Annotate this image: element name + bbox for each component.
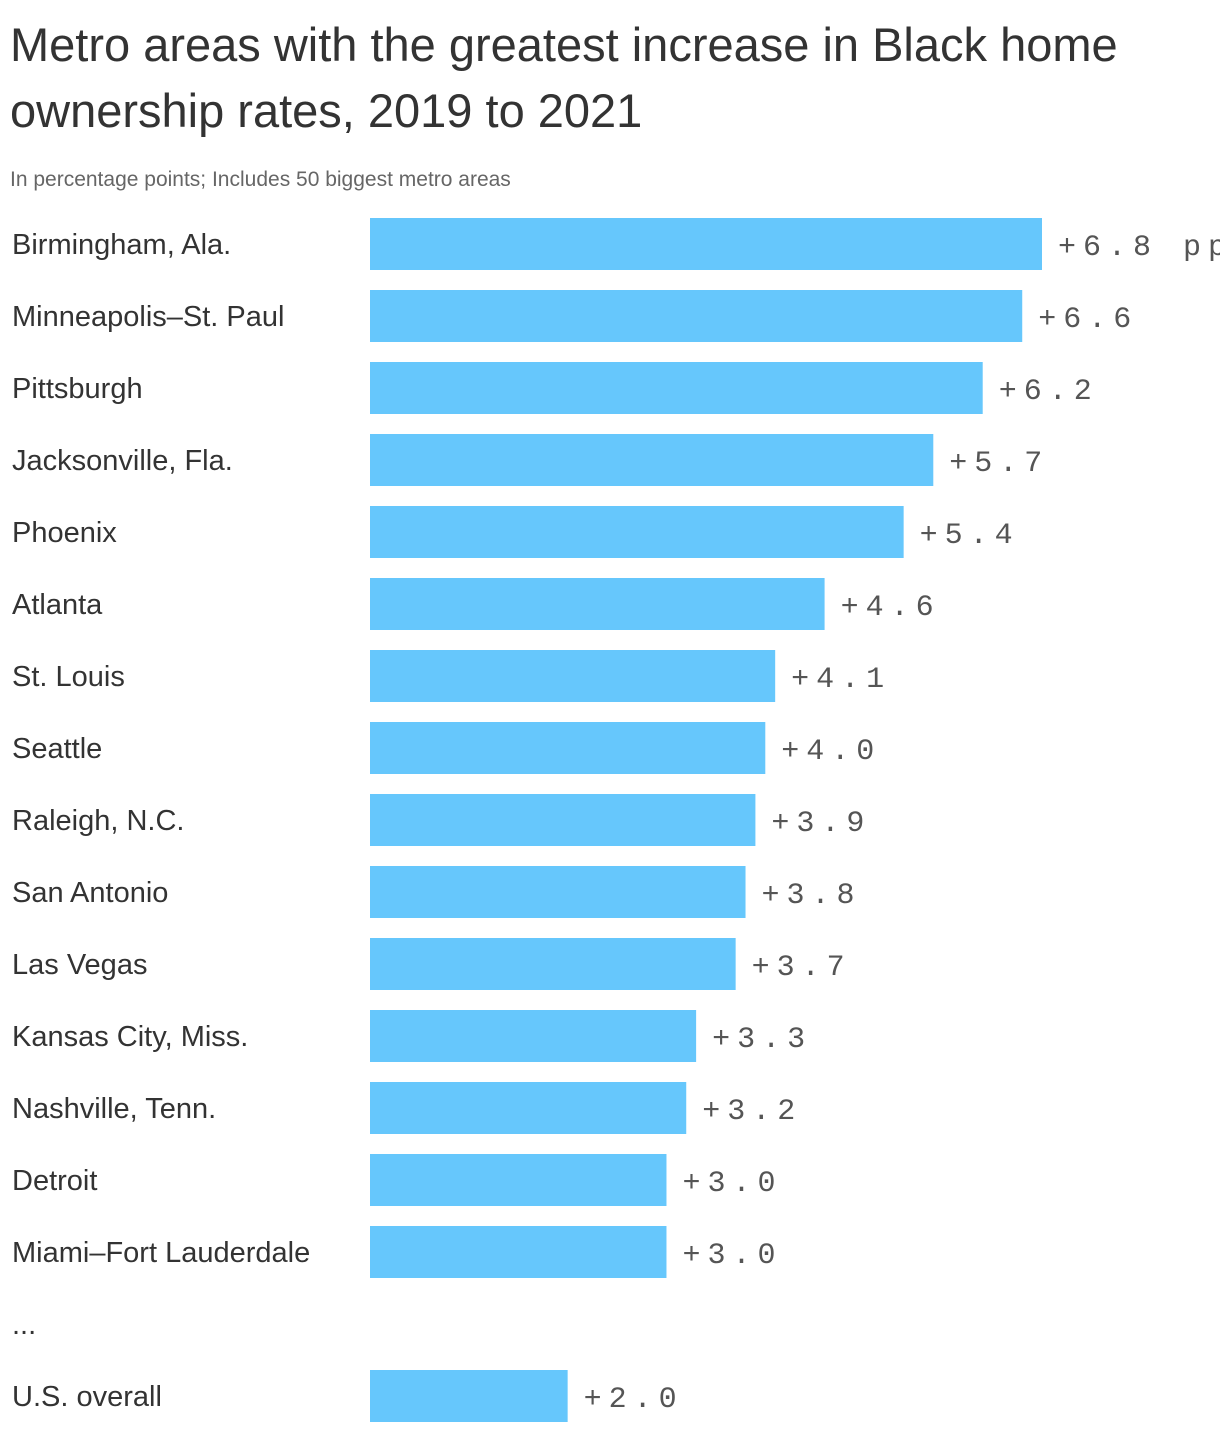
category-label: Pittsburgh [12, 373, 143, 405]
value-label: +4.0 [781, 735, 881, 769]
bar [370, 578, 825, 630]
category-label: San Antonio [12, 877, 168, 909]
value-label: +5.4 [920, 519, 1020, 553]
bar [370, 650, 776, 702]
value-label: +5.7 [949, 447, 1049, 481]
value-label: +3.3 [712, 1023, 812, 1057]
bar [370, 1154, 667, 1206]
value-label: +4.6 [841, 591, 941, 625]
category-label: Birmingham, Ala. [12, 229, 231, 261]
category-label: Jacksonville, Fla. [12, 445, 233, 477]
bar [370, 1226, 667, 1278]
value-label: +3.2 [702, 1095, 802, 1129]
category-label: Seattle [12, 733, 102, 765]
bar [370, 434, 934, 486]
value-label: +3.0 [682, 1239, 782, 1273]
category-label: Raleigh, N.C. [12, 805, 184, 837]
category-label: Nashville, Tenn. [12, 1093, 216, 1125]
chart-title: Metro areas with the greatest increase i… [10, 18, 1118, 137]
category-label: Detroit [12, 1165, 97, 1197]
category-label: St. Louis [12, 661, 125, 693]
category-label: Atlanta [12, 589, 103, 621]
value-label: +6.2 [999, 375, 1099, 409]
category-label: Kansas City, Miss. [12, 1021, 248, 1053]
value-label: +2.0 [584, 1383, 684, 1417]
bar [370, 794, 756, 846]
value-label: +6.6 [1038, 303, 1138, 337]
bar [370, 1010, 697, 1062]
chart-subtitle: In percentage points; Includes 50 bigges… [10, 168, 511, 191]
bar [370, 866, 746, 918]
value-label: +6.8 pp [1058, 231, 1220, 265]
category-label: U.S. overall [12, 1381, 162, 1413]
bar [370, 1082, 687, 1134]
value-label: +3.7 [752, 951, 852, 985]
category-label: ... [12, 1309, 36, 1341]
bar [370, 506, 904, 558]
bar [370, 362, 983, 414]
bar [370, 722, 766, 774]
category-label: Las Vegas [12, 949, 147, 981]
bar [370, 290, 1023, 342]
value-label: +3.9 [771, 807, 871, 841]
bar [370, 1370, 568, 1422]
value-label: +3.0 [682, 1167, 782, 1201]
value-label: +3.8 [762, 879, 862, 913]
category-label: Phoenix [12, 517, 117, 549]
category-label: Miami–Fort Lauderdale [12, 1237, 310, 1269]
bar [370, 218, 1042, 270]
bar [370, 938, 736, 990]
category-label: Minneapolis–St. Paul [12, 301, 284, 333]
value-label: +4.1 [791, 663, 891, 697]
